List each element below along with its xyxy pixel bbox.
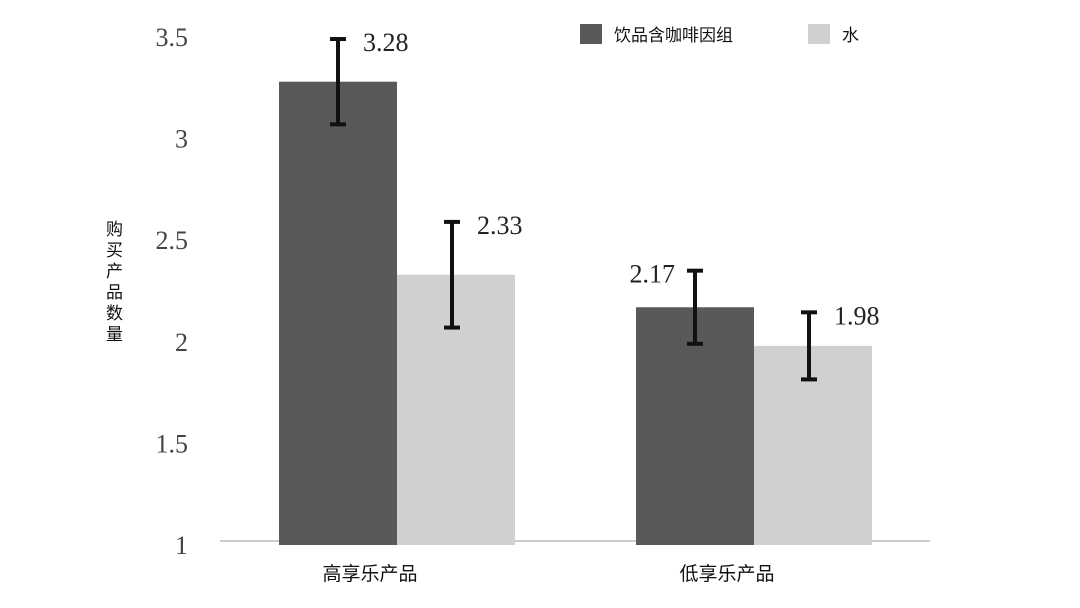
bar [754, 345, 872, 545]
legend-label: 饮品含咖啡因组 [614, 26, 733, 46]
data-label: 1.98 [834, 301, 880, 330]
y-axis-label: 购买产品数量 [102, 220, 123, 346]
bar [279, 81, 397, 545]
legend-swatch [580, 24, 602, 44]
data-label: 3.28 [363, 28, 409, 57]
error-bar [330, 37, 346, 127]
error-bar [801, 310, 817, 382]
data-label: 2.17 [630, 260, 676, 289]
y-tick-label: 1.5 [156, 429, 189, 458]
error-bar [444, 219, 460, 330]
bar [636, 307, 754, 545]
y-tick-label: 2.5 [156, 226, 189, 255]
y-tick-label: 1 [175, 531, 188, 560]
data-label: 2.33 [477, 211, 523, 240]
bar [397, 274, 515, 545]
y-tick-label: 2 [175, 328, 188, 357]
x-tick-label: 低享乐产品 [679, 563, 774, 585]
y-tick-label: 3.5 [156, 23, 189, 52]
x-tick-label: 高享乐产品 [322, 563, 417, 585]
error-bar [687, 268, 703, 346]
legend-label: 水 [842, 26, 859, 46]
legend-swatch [808, 24, 830, 44]
y-tick-label: 3 [175, 125, 188, 154]
